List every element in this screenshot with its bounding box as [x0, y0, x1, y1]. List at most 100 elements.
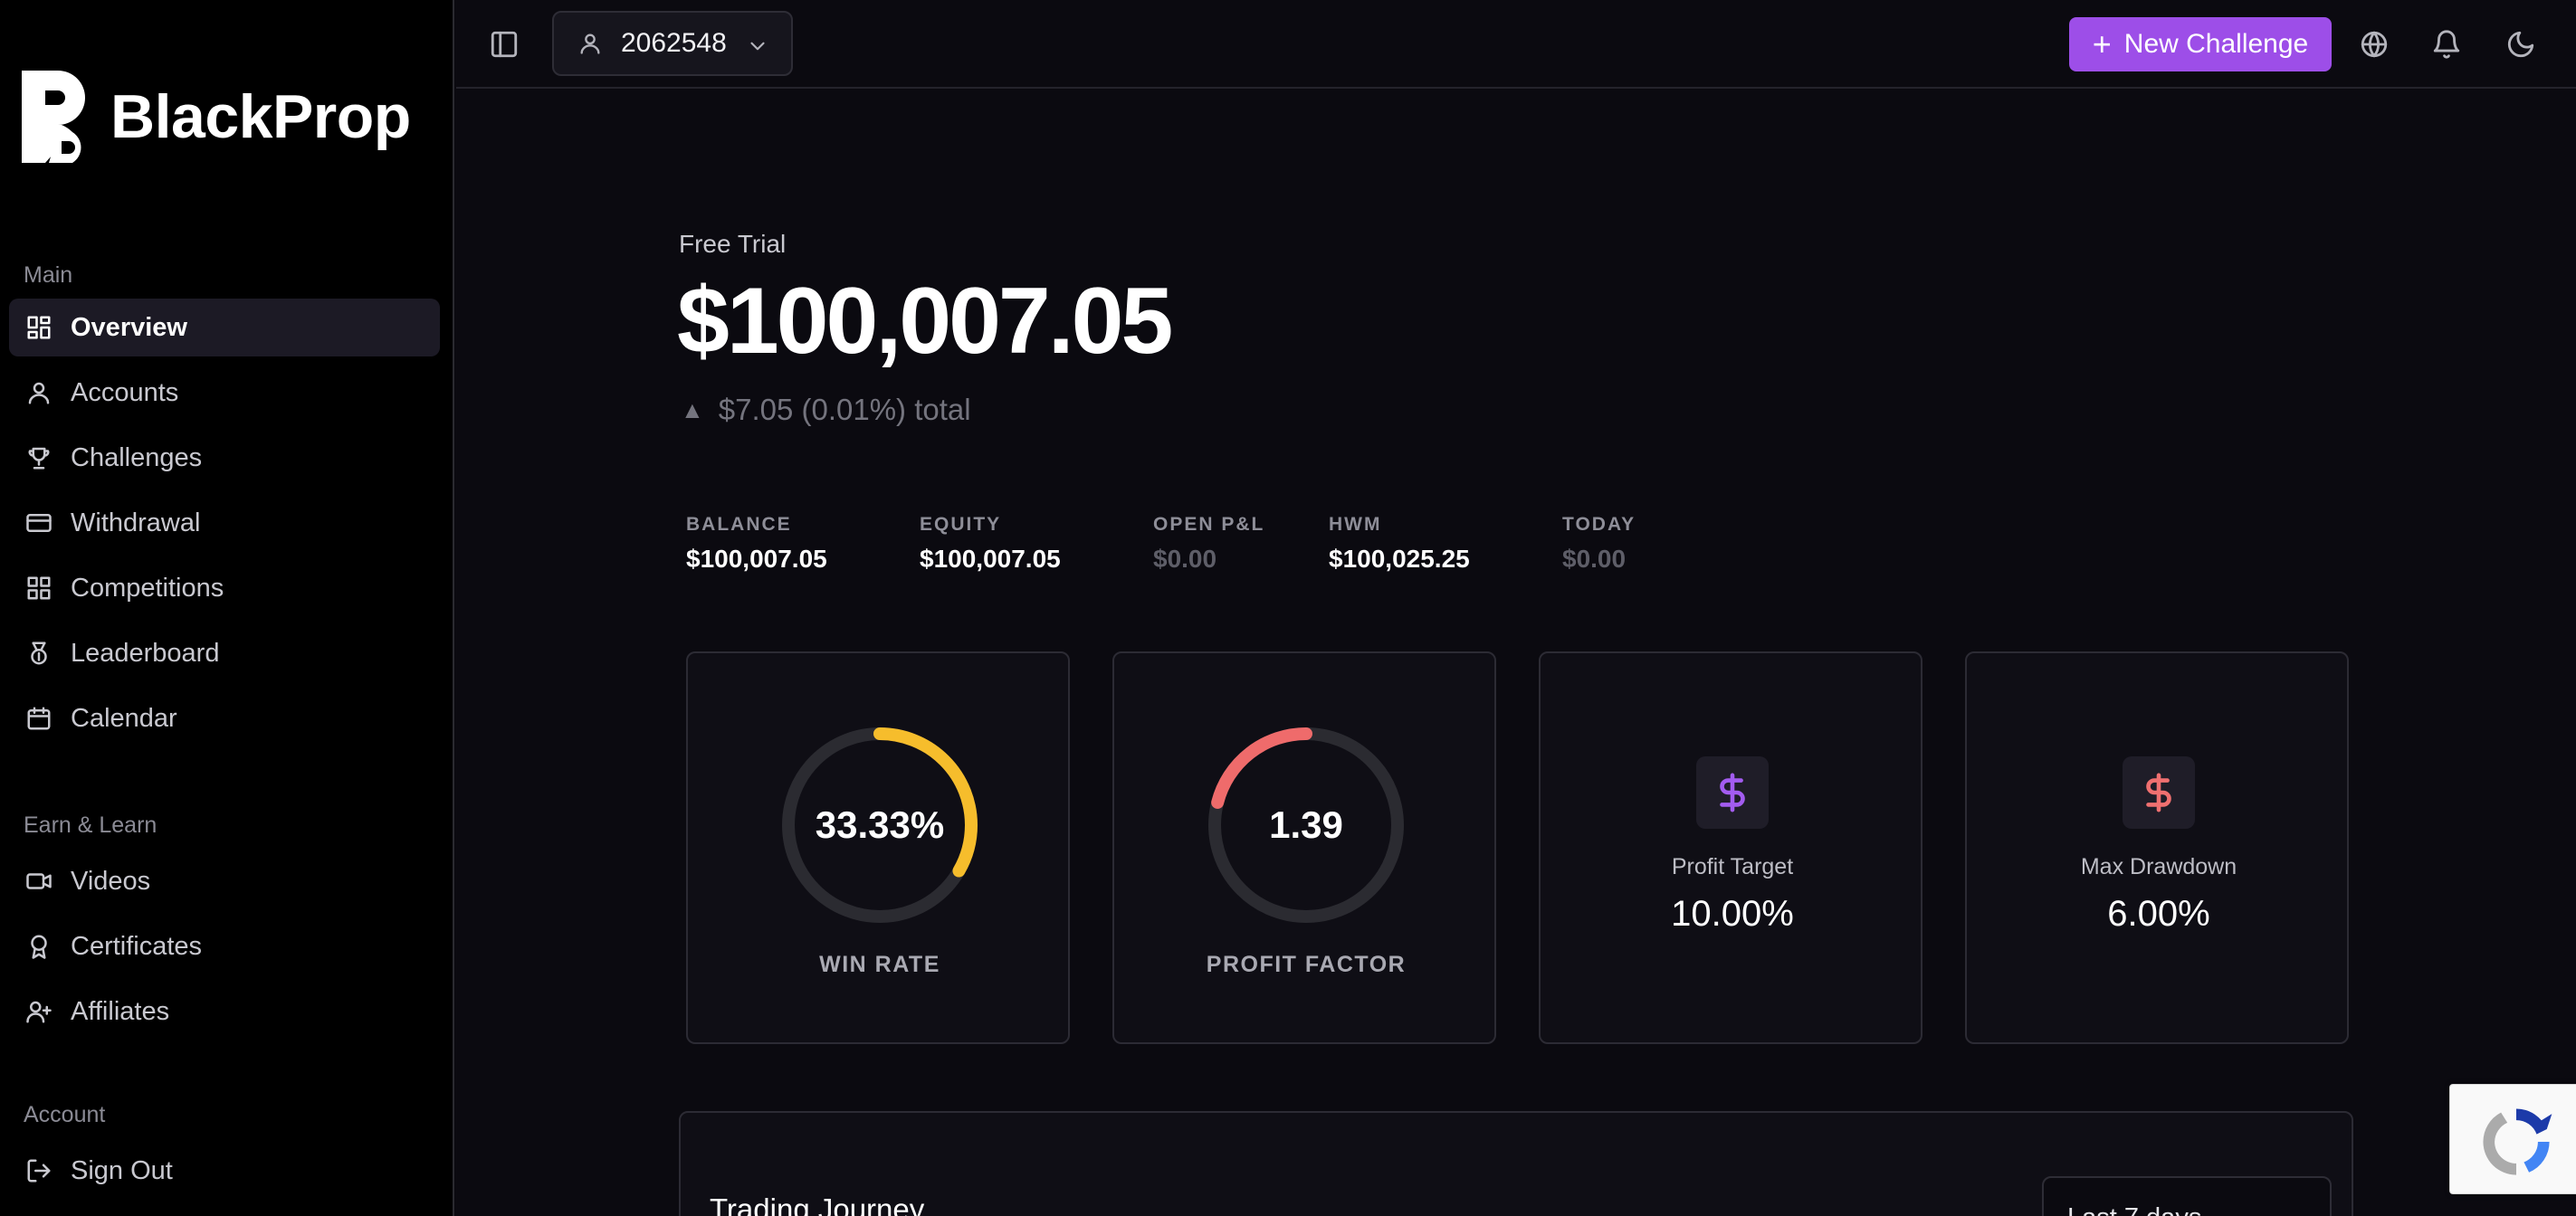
- win-rate-value: 33.33%: [815, 803, 945, 846]
- profit-factor-arc: [1208, 727, 1404, 923]
- nav-section-account: Account Sign Out: [0, 1102, 454, 1200]
- balance-change-text: $7.05 (0.01%) total: [718, 393, 971, 426]
- chevron-down-icon: [750, 42, 765, 51]
- recaptcha-icon: [2483, 1108, 2552, 1175]
- main-content: Free Trial $100,007.05 ▲ $7.05 (0.01%) t…: [456, 90, 2576, 1216]
- date-range-value: Last 7 days: [2067, 1203, 2201, 1216]
- stat-open-pnl: OPEN P&L $0.00: [1153, 514, 1264, 574]
- stat-value: $0.00: [1562, 545, 1627, 573]
- nav-section-earn-learn: Earn & Learn Videos Certificates Affilia…: [0, 812, 454, 1040]
- grid-icon: [27, 576, 51, 600]
- video-icon: [26, 873, 52, 889]
- sidebar-item-label: Certificates: [71, 931, 203, 961]
- recaptcha-badge[interactable]: [2449, 1084, 2576, 1194]
- brand-logo[interactable]: BlackProp: [22, 71, 411, 163]
- plus-icon: +: [2092, 25, 2112, 62]
- sidebar-item-videos[interactable]: Videos: [9, 852, 440, 910]
- nav-heading: Main: [24, 262, 73, 288]
- sidebar-item-challenges[interactable]: Challenges: [9, 429, 440, 487]
- nav-section-main: Main Overview Accounts Challenges Withdr…: [0, 262, 454, 747]
- sidebar-item-label: Videos: [71, 866, 151, 896]
- medal-icon: [31, 641, 47, 665]
- bell-icon[interactable]: [2431, 29, 2462, 60]
- balance-change: ▲ $7.05 (0.01%) total: [681, 393, 971, 427]
- max-drawdown-label: Max Drawdown: [2080, 854, 2237, 879]
- blackprop-logo-icon: [22, 71, 85, 163]
- profit-factor-card: 1.39 PROFIT FACTOR: [1112, 651, 1496, 1044]
- brand-name: BlackProp: [110, 82, 411, 151]
- sidebar-item-label: Overview: [71, 312, 187, 342]
- profit-factor-value: 1.39: [1269, 803, 1343, 846]
- nav-heading: Account: [24, 1102, 106, 1127]
- max-drawdown-value: 6.00%: [2107, 894, 2210, 934]
- sidebar-item-label: Affiliates: [71, 996, 170, 1026]
- trading-journey-title: Trading Journey: [710, 1192, 925, 1216]
- date-range-select[interactable]: Last 7 days: [2042, 1176, 2332, 1216]
- sidebar-item-label: Withdrawal: [71, 508, 201, 537]
- win-rate-gauge: [782, 727, 978, 923]
- profit-factor-gauge: [1208, 727, 1404, 923]
- sidebar-item-sign-out[interactable]: Sign Out: [9, 1142, 440, 1200]
- max-drawdown-icon-tile: [2123, 756, 2195, 829]
- sidebar-item-label: Challenges: [71, 442, 203, 472]
- win-rate-card: 33.33% WIN RATE: [686, 651, 1070, 1044]
- stat-value: $100,007.05: [686, 545, 827, 573]
- sidebar-item-accounts[interactable]: Accounts: [9, 364, 440, 422]
- stat-value: $100,007.05: [920, 545, 1061, 573]
- nav-heading: Earn & Learn: [24, 812, 157, 838]
- sidebar-item-label: Competitions: [71, 573, 224, 603]
- sidebar-item-calendar[interactable]: Calendar: [9, 689, 440, 747]
- chevron-down-icon: [2285, 1209, 2308, 1216]
- moon-icon[interactable]: [2505, 29, 2536, 60]
- globe-icon[interactable]: [2359, 29, 2390, 60]
- triangle-up-icon: ▲: [681, 395, 704, 423]
- trading-journey-panel: Trading Journey Last 7 days: [679, 1111, 2353, 1216]
- new-challenge-label: New Challenge: [2123, 29, 2309, 59]
- stat-equity: EQUITY $100,007.05: [920, 514, 1061, 574]
- max-drawdown-card: Max Drawdown 6.00%: [1965, 651, 2349, 1044]
- sidebar-item-affiliates[interactable]: Affiliates: [9, 983, 440, 1040]
- win-rate-label: WIN RATE: [819, 952, 940, 977]
- sidebar-item-leaderboard[interactable]: Leaderboard: [9, 624, 440, 682]
- stat-value: $100,025.25: [1329, 545, 1470, 573]
- calendar-icon: [27, 707, 51, 730]
- user-icon: [580, 33, 600, 54]
- trophy-icon: [28, 447, 50, 470]
- user-icon: [28, 382, 50, 404]
- new-challenge-button[interactable]: + New Challenge: [2069, 17, 2332, 71]
- grid-icon: [27, 316, 51, 339]
- stat-label: OPEN P&L: [1153, 514, 1265, 535]
- stat-label: TODAY: [1562, 514, 1636, 535]
- credit-card-icon: [26, 514, 52, 532]
- profit-target-card: Profit Target 10.00%: [1539, 651, 1922, 1044]
- stat-balance: BALANCE $100,007.05: [686, 514, 827, 574]
- sidebar-item-withdrawal[interactable]: Withdrawal: [9, 494, 440, 552]
- dollar-icon: [1720, 773, 1745, 812]
- stat-value: $0.00: [1153, 545, 1217, 573]
- sidebar-item-label: Sign Out: [71, 1155, 173, 1185]
- account-balance: $100,007.05: [677, 269, 1173, 374]
- sidebar-item-label: Calendar: [71, 703, 177, 733]
- sidebar-item-overview[interactable]: Overview: [9, 299, 440, 356]
- stat-hwm: HWM $100,025.25: [1329, 514, 1470, 574]
- stat-label: HWM: [1329, 514, 1382, 535]
- profit-target-icon-tile: [1696, 756, 1769, 829]
- log-out-icon: [27, 1159, 51, 1183]
- stat-today: TODAY $0.00: [1562, 514, 1636, 574]
- panel-toggle-icon[interactable]: [489, 29, 520, 60]
- profit-target-label: Profit Target: [1671, 854, 1794, 879]
- win-rate-arc: [782, 727, 978, 923]
- sidebar-item-competitions[interactable]: Competitions: [9, 559, 440, 617]
- profit-factor-label: PROFIT FACTOR: [1206, 952, 1407, 977]
- user-plus-icon: [26, 1001, 52, 1023]
- sidebar-item-label: Leaderboard: [71, 638, 220, 668]
- sidebar: BlackProp Main Overview Accounts Challen…: [0, 0, 454, 1216]
- plan-name: Free Trial: [679, 230, 787, 258]
- sidebar-item-label: Accounts: [71, 377, 179, 407]
- profit-target-value: 10.00%: [1671, 894, 1794, 934]
- sidebar-item-certificates[interactable]: Certificates: [9, 917, 440, 975]
- dollar-icon: [2146, 773, 2171, 812]
- account-number: 2062548: [621, 28, 727, 58]
- account-selector[interactable]: 2062548: [552, 11, 793, 76]
